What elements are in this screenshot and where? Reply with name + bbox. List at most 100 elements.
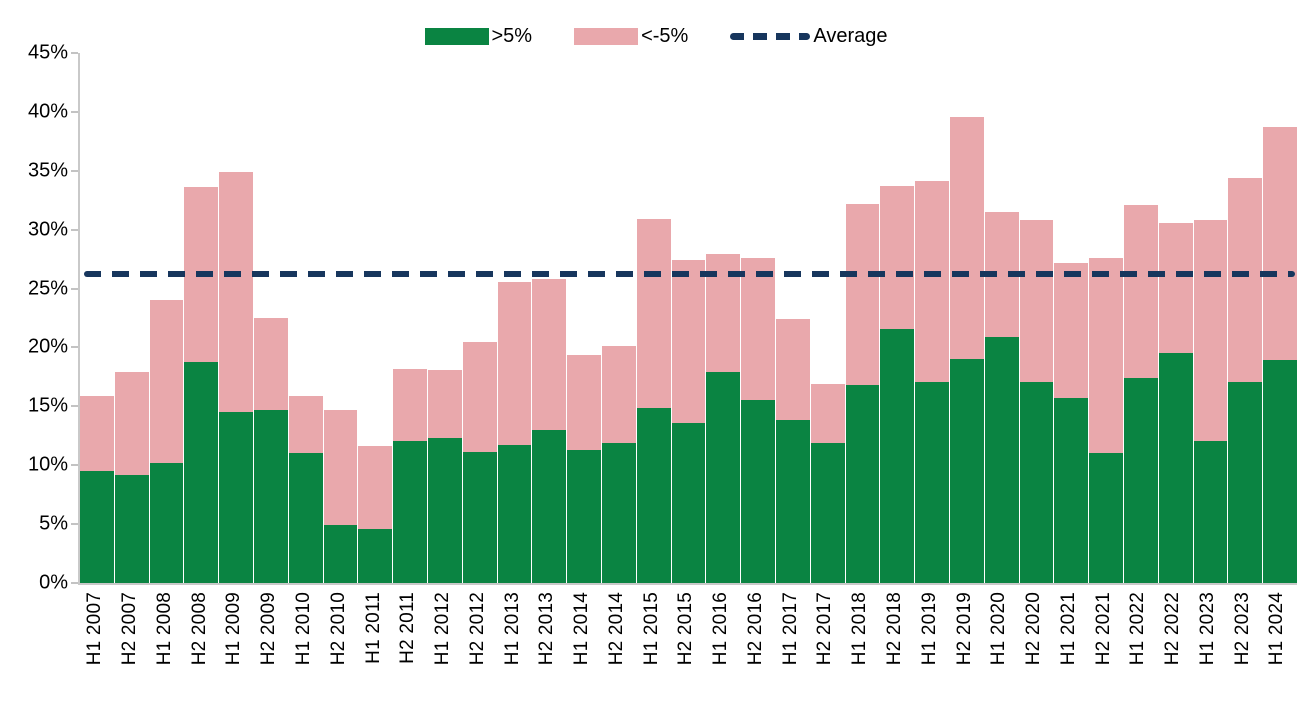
legend-label: <-5% [641,25,689,47]
x-axis-label: H2 2011 [397,592,419,664]
y-axis-label: 5% [39,512,68,535]
segment-above-5 [288,453,323,583]
segment-below-minus5 [1158,222,1193,354]
x-axis-label-slot: H1 2008 [148,592,183,665]
x-axis-label-slot: H1 2017 [773,592,808,665]
segment-below-minus5 [636,219,671,408]
bar-H1-2024 [1262,53,1297,583]
bar-H1-2016 [705,53,741,583]
x-axis-label: H1 2013 [501,592,523,666]
segment-below-minus5 [323,409,358,526]
x-axis-label-slot: H1 2015 [634,592,669,665]
x-axis-label: H2 2013 [536,592,558,666]
x-axis-label: H2 2014 [605,592,627,666]
segment-above-5 [1158,353,1193,583]
bar-H1-2019 [914,53,949,583]
x-axis-label-slot: H2 2014 [599,592,634,665]
x-axis-label-slot: H2 2008 [182,592,217,665]
x-axis-label: H1 2020 [988,592,1010,666]
x-axis-label-slot: H2 2010 [321,592,356,665]
segment-below-minus5 [358,446,393,529]
y-axis-label: 20% [27,335,68,358]
x-axis-label-slot: H2 2020 [1017,592,1052,665]
legend-item-0: >5% [424,26,532,46]
bar-H2-2007 [113,53,149,583]
segment-below-minus5 [114,372,149,475]
x-axis-label: H1 2023 [1196,592,1218,666]
x-axis-label: H1 2018 [849,592,871,666]
x-axis-label: H1 2022 [1127,592,1149,666]
segment-below-minus5 [80,395,114,472]
x-axis-label-slot: H1 2009 [217,592,252,665]
y-axis-label: 35% [27,159,68,182]
y-axis-tick [71,405,78,408]
segment-below-minus5 [1263,127,1297,361]
x-axis-label-slot: H1 2011 [356,592,391,665]
x-axis-label: H2 2012 [466,592,488,666]
bar-H1-2017 [774,53,810,583]
x-axis-label-slot: H1 2020 [982,592,1017,665]
segment-above-5 [149,462,184,583]
x-axis-label-slot: H2 2015 [669,592,704,665]
segment-above-5 [775,420,810,583]
segment-above-5 [80,471,114,583]
segment-above-5 [358,528,393,583]
x-axis-label: H1 2014 [571,592,593,666]
bar-H2-2021 [1088,53,1123,583]
x-axis-label: H1 2011 [362,592,384,664]
x-axis-label-slot: H2 2011 [391,592,426,665]
bar-H1-2018 [844,53,880,583]
bar-H2-2020 [1018,53,1054,583]
y-axis-label: 25% [27,277,68,300]
bar-H1-2007 [80,53,114,583]
plot-area [78,53,1297,585]
segment-above-5 [1019,381,1054,583]
x-axis-label: H2 2007 [119,592,141,666]
x-axis-label: H1 2016 [710,592,732,666]
segment-below-minus5 [880,186,915,329]
x-axis-label: H2 2022 [1162,592,1184,666]
x-axis-label: H2 2020 [1023,592,1045,666]
x-axis-label-slot: H1 2016 [704,592,739,665]
segment-above-5 [984,336,1019,583]
segment-below-minus5 [741,257,775,401]
bar-H2-2009 [252,53,288,583]
x-axis-label: H1 2024 [1266,592,1288,666]
segment-above-5 [532,429,567,583]
bar-H1-2023 [1192,53,1228,583]
x-axis-label-slot: H1 2007 [78,592,113,665]
segment-above-5 [1228,381,1263,583]
x-axis-label-slot: H2 2022 [1156,592,1191,665]
x-axis-label: H2 2009 [258,592,280,666]
y-axis-tick [71,228,78,231]
y-axis-label: 40% [27,100,68,123]
bar-H2-2014 [600,53,636,583]
x-axis-label-slot: H1 2019 [912,592,947,665]
segment-below-minus5 [1228,177,1263,382]
x-axis-label: H2 2021 [1092,592,1114,666]
bar-H1-2021 [1053,53,1089,583]
segment-above-5 [323,525,358,583]
x-axis-label: H1 2021 [1057,592,1079,666]
x-axis-label: H1 2008 [153,592,175,666]
bar-H2-2010 [322,53,358,583]
y-axis-label: 10% [27,453,68,476]
segment-above-5 [253,409,288,583]
bar-H1-2015 [635,53,671,583]
segment-above-5 [1193,440,1228,583]
segment-below-minus5 [810,383,845,443]
segment-below-minus5 [219,171,253,413]
segment-below-minus5 [1054,262,1089,399]
segment-below-minus5 [462,341,497,453]
bar-H2-2016 [740,53,775,583]
x-axis-label-slot: H2 2013 [530,592,565,665]
bar-H1-2014 [566,53,601,583]
x-axis-label: H2 2019 [953,592,975,666]
bar-H1-2008 [148,53,184,583]
segment-below-minus5 [1193,220,1228,441]
x-axis-label-slot: H1 2013 [495,592,530,665]
segment-above-5 [636,407,671,583]
x-axis-label: H1 2010 [292,592,314,666]
segment-below-minus5 [427,369,462,439]
x-axis-label-slot: H2 2019 [947,592,982,665]
